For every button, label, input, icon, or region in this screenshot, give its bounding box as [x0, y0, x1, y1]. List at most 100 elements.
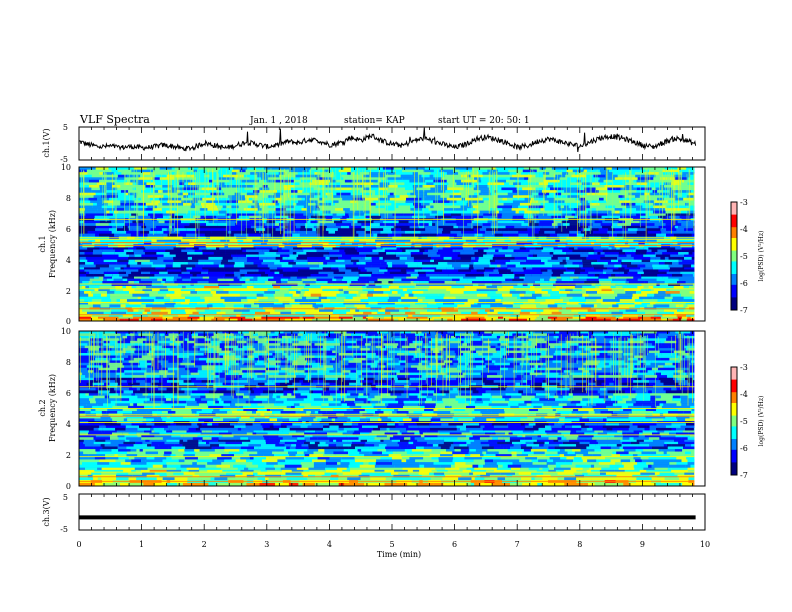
spectrogram-cell: [331, 202, 335, 206]
spectrogram-cell: [403, 202, 408, 206]
spectrogram-cell: [553, 247, 569, 250]
spectrogram-cell: [440, 454, 453, 458]
spectrogram-cell: [333, 283, 350, 286]
spectrogram-cell: [216, 311, 226, 315]
spectrogram-cell: [366, 316, 374, 319]
spectrogram-cell: [304, 454, 310, 458]
spectrogram-cell: [174, 477, 188, 481]
spectrogram-cell: [618, 254, 627, 258]
spectrogram-cell: [290, 276, 297, 279]
spectrogram-cell: [309, 454, 324, 458]
spectrogram-cell: [289, 474, 304, 478]
spectrogram-cell: [245, 293, 257, 297]
spectrogram-cell: [88, 293, 94, 297]
spectrogram-cell: [582, 264, 593, 268]
spectrogram-cell: [155, 185, 163, 188]
spectrogram-cell: [525, 247, 536, 250]
spectrogram-cell: [586, 278, 599, 282]
spectrogram-cell: [467, 174, 471, 178]
spectrogram-cell: [518, 179, 528, 183]
spectrogram-cell: [258, 269, 267, 272]
spectrogram-cell: [501, 213, 518, 216]
spectrogram-cell: [298, 318, 313, 322]
spectrogram-cell: [632, 249, 636, 253]
spectrogram-cell: [248, 197, 253, 201]
spectrogram-cell: [332, 177, 344, 181]
spectrogram-cell: [470, 454, 481, 458]
spectrogram-cell: [370, 228, 384, 232]
spectrogram-cell: [361, 225, 368, 229]
spectrogram-cell: [332, 304, 345, 308]
spectrogram-cell: [562, 249, 573, 253]
spectrogram-cell: [607, 187, 616, 191]
spectrogram-cell: [629, 318, 641, 322]
colorbar-segment: [731, 247, 737, 250]
spectrogram-cell: [291, 304, 302, 308]
spectrogram-cell: [150, 192, 165, 196]
spectrogram-cell: [487, 185, 504, 188]
spectrogram-cell: [351, 223, 362, 226]
spectrogram-cell: [657, 249, 667, 253]
spectrogram-cell: [316, 477, 323, 481]
spectrogram-cell: [281, 474, 290, 478]
spectrogram-cell: [653, 285, 663, 289]
spectrogram-cell: [201, 182, 211, 186]
spectrogram-cell: [428, 301, 433, 305]
spectrogram-cell: [631, 262, 639, 265]
spectrogram-cell: [236, 187, 245, 191]
spectrogram-cell: [88, 301, 101, 305]
spectrogram-cell: [664, 167, 678, 170]
spectrogram-cell: [406, 197, 422, 201]
spectrogram-cell: [173, 278, 177, 282]
spectrogram-cell: [648, 482, 656, 487]
spectrogram-cell: [487, 220, 494, 224]
colorbar-segment: [731, 245, 737, 248]
spectrogram-cell: [596, 299, 603, 303]
spectrogram-cell: [245, 316, 255, 319]
spectrogram-cell: [162, 477, 175, 481]
spectrogram-cell: [305, 225, 314, 229]
spectrogram-cell: [607, 477, 622, 481]
spectrogram-cell: [95, 228, 109, 232]
spectrogram-cell: [126, 179, 131, 183]
spectrogram-cell: [393, 167, 402, 170]
spectrogram-cell: [615, 274, 633, 277]
spectrogram-cell: [641, 451, 651, 455]
spectrogram-cell: [492, 448, 508, 452]
spectrogram-cell: [418, 167, 425, 170]
spectrogram-cell: [653, 220, 663, 224]
spectrogram-cell: [505, 225, 515, 229]
spectrogram-cell: [142, 288, 152, 292]
spectrogram-cell: [639, 195, 648, 199]
spectrogram-cell: [680, 213, 695, 216]
colorbar-segment: [731, 293, 737, 296]
spectrogram-cell: [598, 228, 608, 232]
spectrogram-cell: [150, 249, 166, 253]
spectrogram-cell: [296, 256, 307, 260]
spectrogram-cell: [332, 213, 337, 216]
spectrogram-cell: [637, 177, 654, 181]
spectrogram-cell: [116, 472, 129, 476]
spectrogram-cell: [289, 254, 299, 258]
spectrogram-cell: [416, 187, 425, 191]
spectrogram-cell: [148, 477, 157, 481]
spectrogram-cell: [458, 283, 470, 286]
spectrogram-cell: [316, 205, 320, 209]
spectrogram-cell: [342, 197, 353, 201]
spectrogram-cell: [473, 228, 480, 232]
spectrogram-cell: [328, 169, 339, 173]
spectrogram-cell: [163, 454, 171, 458]
spectrogram-cell: [218, 283, 230, 286]
spectrogram-cell: [642, 233, 652, 237]
spectrogram-cell: [406, 451, 424, 455]
spectrogram-cell: [542, 469, 549, 473]
spectrogram-cell: [557, 304, 562, 308]
spectrogram-cell: [456, 271, 461, 275]
spectrogram-cell: [641, 283, 657, 286]
spectrogram-cell: [387, 264, 393, 268]
spectrogram-cell: [280, 187, 285, 191]
spectrogram-cell: [430, 256, 444, 260]
spectrogram-cell: [141, 296, 156, 300]
spectrogram-cell: [375, 169, 392, 173]
spectrogram-cell: [384, 241, 390, 245]
